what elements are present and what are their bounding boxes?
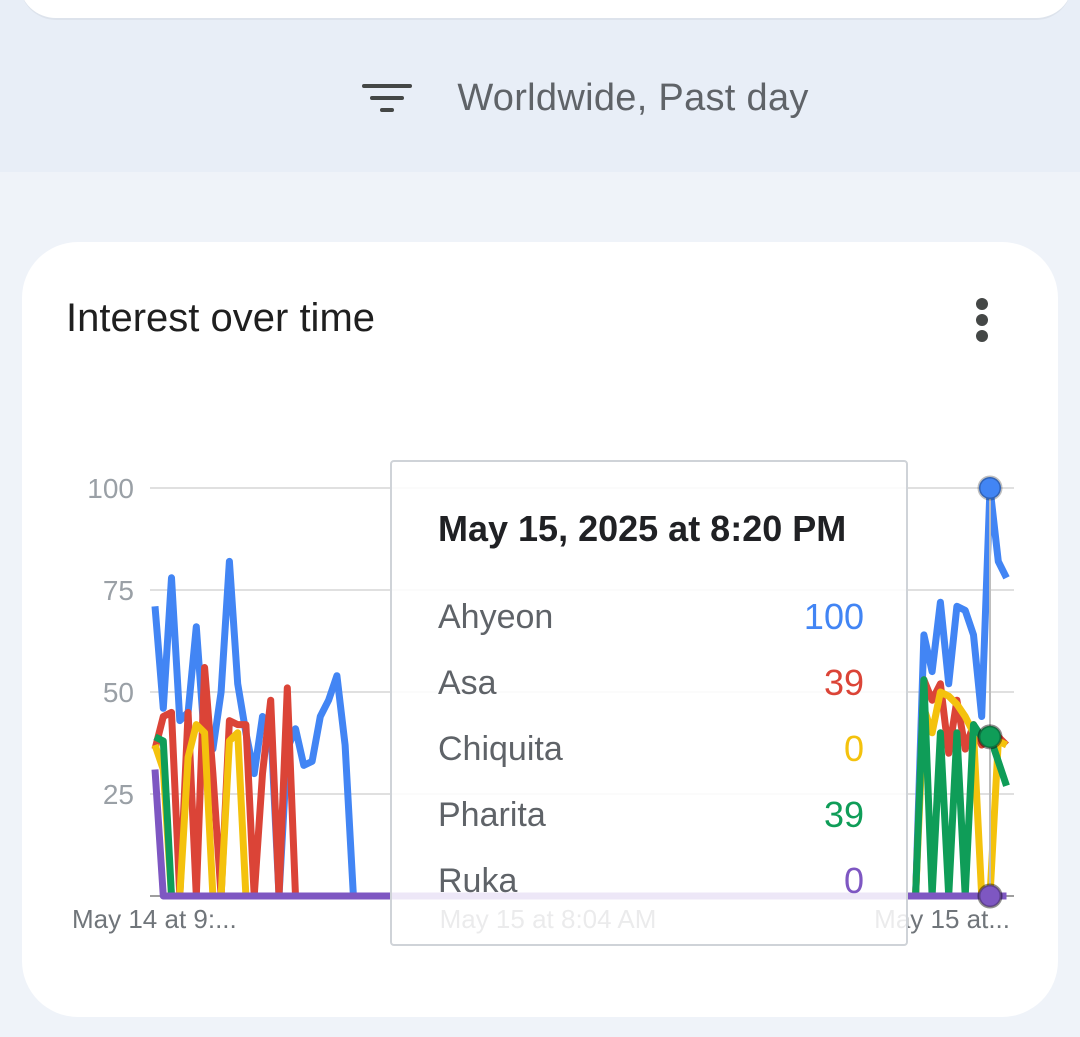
filter-row[interactable]: Worldwide, Past day bbox=[0, 60, 1080, 136]
y-tick-label: 50 bbox=[103, 677, 134, 708]
hover-point-ahyeon bbox=[977, 475, 1003, 501]
tooltip-series-name: Ahyeon bbox=[438, 597, 554, 636]
tooltip-series-name: Ruka bbox=[438, 861, 518, 900]
tooltip-series-value: 0 bbox=[843, 860, 864, 901]
search-card[interactable] bbox=[20, 0, 1072, 20]
y-axis-ticks: 100 75 50 25 bbox=[87, 473, 134, 810]
y-tick-label: 100 bbox=[87, 473, 134, 504]
top-band bbox=[0, 0, 1080, 172]
tooltip-series-name: Chiquita bbox=[438, 729, 563, 768]
tooltip-series-value: 100 bbox=[803, 596, 864, 637]
filter-label[interactable]: Worldwide, Past day bbox=[457, 76, 809, 119]
tooltip-row: Pharita 39 bbox=[438, 790, 864, 840]
hover-point-ruka bbox=[977, 883, 1003, 909]
hover-markers bbox=[977, 475, 1003, 909]
filter-list-icon[interactable] bbox=[361, 80, 413, 116]
tooltip-row: Ahyeon 100 bbox=[438, 592, 864, 642]
tooltip-series-value: 0 bbox=[843, 728, 864, 769]
tooltip-series-value: 39 bbox=[823, 794, 864, 835]
tooltip-series-value: 39 bbox=[823, 662, 864, 703]
tooltip-row: Asa 39 bbox=[438, 658, 864, 708]
x-tick-label: May 14 at 9:... bbox=[72, 904, 237, 934]
tooltip-series-name: Pharita bbox=[438, 795, 546, 834]
tooltip-row: Chiquita 0 bbox=[438, 724, 864, 774]
chart-tooltip: May 15, 2025 at 8:20 PM Ahyeon 100 Asa 39 Ch… bbox=[390, 460, 908, 946]
more-vert-icon[interactable] bbox=[970, 296, 994, 344]
y-tick-label: 75 bbox=[103, 575, 134, 606]
tooltip-date: May 15, 2025 at 8:20 PM bbox=[438, 508, 847, 549]
y-tick-label: 25 bbox=[103, 779, 134, 810]
card-title: Interest over time bbox=[66, 296, 376, 340]
tooltip-row: Ruka 0 bbox=[438, 856, 864, 906]
hover-point-pharita bbox=[977, 724, 1003, 750]
tooltip-series-name: Asa bbox=[438, 663, 497, 702]
